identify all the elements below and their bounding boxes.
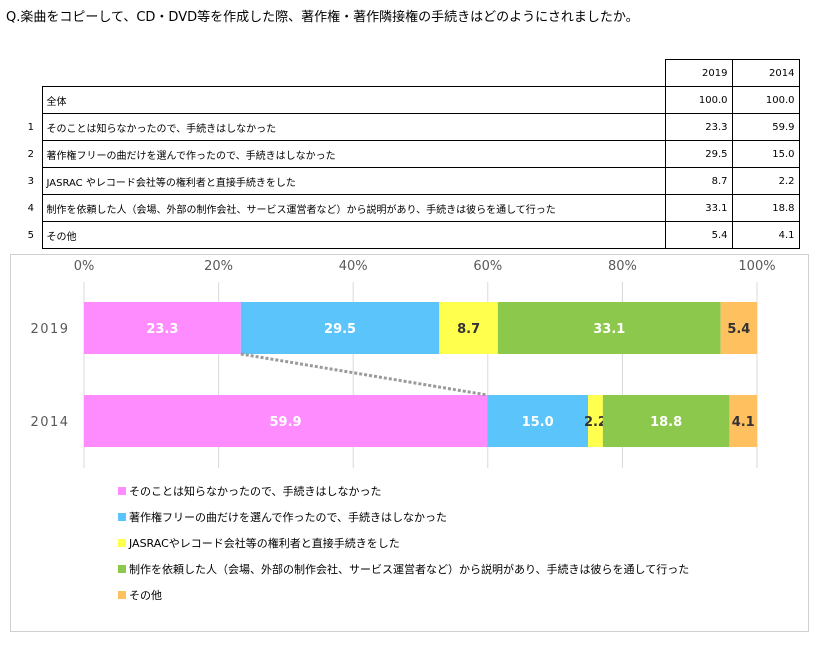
- legend-item: そのことは知らなかったので、手続きはしなかった: [118, 478, 689, 504]
- bar-segment: [84, 302, 241, 354]
- legend-swatch: [118, 513, 126, 521]
- legend-item: 著作権フリーの曲だけを選んで作ったので、手続きはしなかった: [118, 504, 689, 530]
- row-value-2014: 100.0: [731, 86, 800, 114]
- legend-item: その他: [118, 582, 689, 608]
- data-label: 5.4: [727, 322, 750, 337]
- row-label: 著作権フリーの曲だけを選んで作ったので、手続きはしなかった: [41, 140, 665, 168]
- row-value-2019: 8.7: [664, 167, 733, 195]
- chart-legend: そのことは知らなかったので、手続きはしなかった 著作権フリーの曲だけを選んで作っ…: [118, 478, 689, 608]
- bar-segment: [439, 302, 498, 354]
- legend-item: JASRACやレコード会社等の権利者と直接手続きをした: [118, 530, 689, 556]
- chart-panel: [10, 254, 809, 632]
- row-label: そのことは知らなかったので、手続きはしなかった: [41, 113, 665, 141]
- data-label: 8.7: [457, 322, 480, 337]
- bar-segment: [720, 302, 757, 354]
- row-value-2019: 29.5: [664, 140, 733, 168]
- table-row: 3 JASRAC やレコード会社等の権利者と直接手続きをした 8.7 2.2: [20, 167, 800, 195]
- connector-line: [240, 352, 488, 397]
- data-label: 15.0: [522, 415, 554, 430]
- data-label: 18.8: [650, 415, 682, 430]
- legend-label: そのことは知らなかったので、手続きはしなかった: [129, 485, 382, 498]
- legend-swatch: [118, 487, 126, 495]
- table-header-row: 2019 2014: [20, 59, 800, 87]
- legend-swatch: [118, 565, 126, 573]
- table-row: 5 その他 5.4 4.1: [20, 221, 800, 249]
- header-2019: 2019: [664, 59, 733, 87]
- legend-swatch: [118, 591, 126, 599]
- row-number: 5: [27, 229, 34, 241]
- question-title: Q.楽曲をコピーして、CD・DVD等を作成した際、著作権・著作隣接権の手続きはど…: [6, 10, 639, 25]
- table-row: 4 制作を依頼した人（会場、外部の制作会社、サービス運営者など）から説明があり、…: [20, 194, 800, 222]
- x-tick-label: 40%: [339, 259, 368, 274]
- table-row: 2 著作権フリーの曲だけを選んで作ったので、手続きはしなかった 29.5 15.…: [20, 140, 800, 168]
- x-tick-label: 100%: [738, 259, 775, 274]
- data-label: 23.3: [146, 322, 178, 337]
- row-value-2014: 2.2: [731, 167, 800, 195]
- row-number: 3: [27, 175, 34, 187]
- bar-segment: [487, 395, 589, 447]
- x-tick-label: 60%: [473, 259, 502, 274]
- header-2014: 2014: [731, 59, 800, 87]
- category-label: 2019: [30, 322, 69, 337]
- data-table: 2019 2014 全体 100.0 100.0 1 そのことは知らなかったので…: [20, 59, 800, 249]
- row-number: 2: [27, 148, 34, 160]
- row-value-2014: 18.8: [731, 194, 800, 222]
- bar-segment: [729, 395, 757, 447]
- table-row: 1 そのことは知らなかったので、手続きはしなかった 23.3 59.9: [20, 113, 800, 141]
- row-value-2014: 4.1: [731, 221, 800, 249]
- legend-label: JASRACやレコード会社等の権利者と直接手続きをした: [129, 537, 400, 550]
- category-label: 2014: [30, 415, 69, 430]
- data-label: 59.9: [270, 415, 302, 430]
- legend-item: 制作を依頼した人（会場、外部の制作会社、サービス運営者など）から説明があり、手続…: [118, 556, 689, 582]
- row-label: 全体: [41, 86, 665, 114]
- row-number: 1: [27, 121, 34, 133]
- row-value-2019: 5.4: [664, 221, 733, 249]
- row-value-2019: 23.3: [664, 113, 733, 141]
- legend-label: その他: [129, 589, 162, 602]
- row-value-2019: 100.0: [664, 86, 733, 114]
- row-value-2014: 15.0: [731, 140, 800, 168]
- x-tick-label: 20%: [204, 259, 233, 274]
- legend-label: 制作を依頼した人（会場、外部の制作会社、サービス運営者など）から説明があり、手続…: [129, 563, 690, 576]
- row-label: JASRAC やレコード会社等の権利者と直接手続きをした: [41, 167, 665, 195]
- data-label: 4.1: [732, 415, 755, 430]
- row-label: その他: [41, 221, 665, 249]
- data-label: 2.2: [584, 415, 607, 430]
- bar-segment: [602, 395, 730, 447]
- row-number: 4: [27, 202, 34, 214]
- bar-segment: [497, 302, 721, 354]
- bar-segment: [240, 302, 440, 354]
- data-label: 29.5: [324, 322, 356, 337]
- legend-label: 著作権フリーの曲だけを選んで作ったので、手続きはしなかった: [129, 511, 448, 524]
- row-label: 制作を依頼した人（会場、外部の制作会社、サービス運営者など）から説明があり、手続…: [41, 194, 665, 222]
- table-row-total: 全体 100.0 100.0: [20, 86, 800, 114]
- bar-segment: [84, 395, 488, 447]
- x-tick-label: 0%: [74, 259, 95, 274]
- row-value-2014: 59.9: [731, 113, 800, 141]
- data-label: 33.1: [593, 322, 625, 337]
- legend-swatch: [118, 539, 126, 547]
- bar-segment: [588, 395, 603, 447]
- x-tick-label: 80%: [608, 259, 637, 274]
